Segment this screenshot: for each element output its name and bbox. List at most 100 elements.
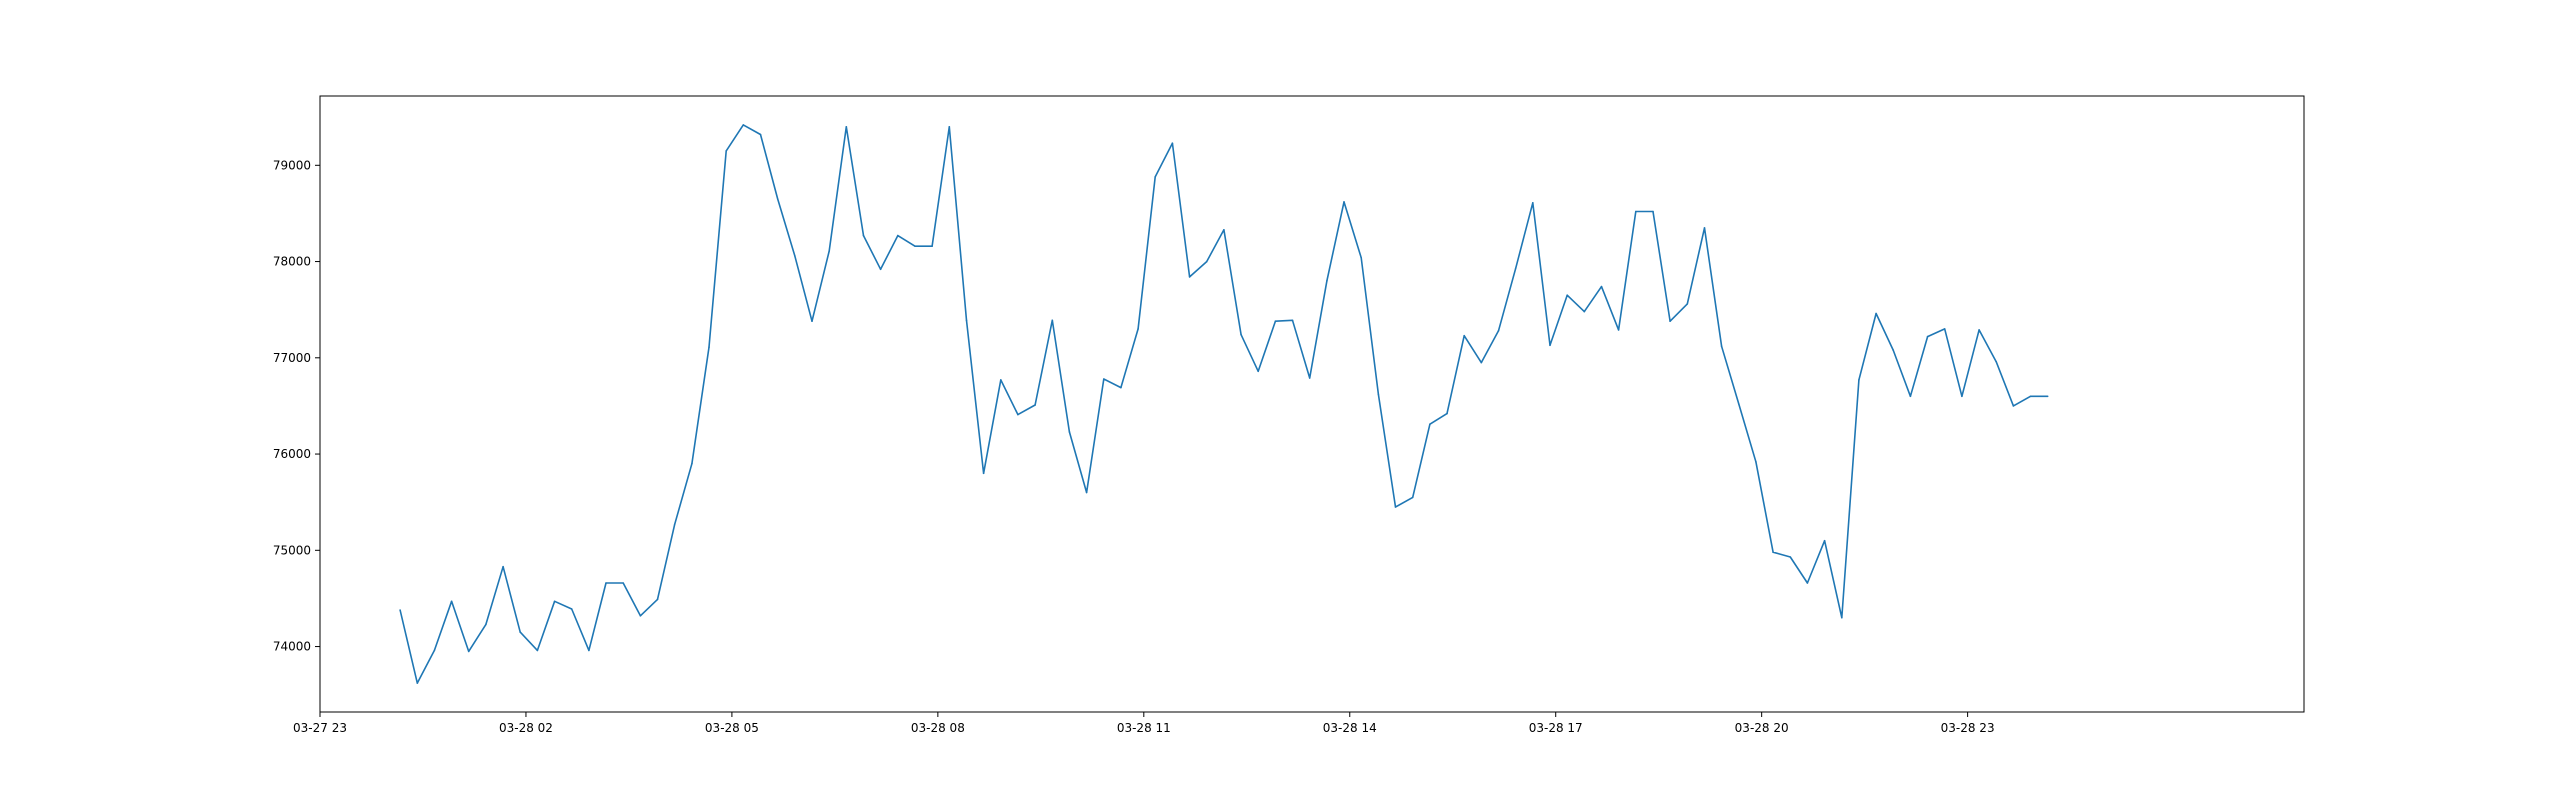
data-point [1394,506,1397,508]
data-point [1068,431,1071,433]
data-point [1188,276,1191,278]
data-point [1291,319,1294,322]
data-point [1532,202,1534,204]
data-point [536,649,539,652]
axes-frame [319,95,2305,713]
data-point [519,631,521,633]
data-point [639,615,642,617]
data-point [1892,349,1894,351]
data-point [879,268,882,271]
data-point [914,245,916,247]
data-point [416,682,419,684]
data-point [1120,386,1122,389]
x-tick-label: 03-28 05 [705,721,759,735]
data-point [845,126,848,128]
data-point [1978,329,1980,331]
data-point [1429,423,1431,426]
data-point [1943,328,1946,330]
data-point [1051,319,1054,322]
data-point [1514,267,1517,270]
data-point [1154,176,1156,178]
x-tick-label: 03-28 23 [1941,721,1995,735]
data-point [2029,395,2032,398]
data-point [1583,310,1586,313]
data-point [2046,395,2049,398]
data-point [1909,395,1912,398]
series-layer [399,124,2049,684]
data-point [1085,491,1088,494]
data-point [1600,285,1603,288]
data-point [1755,461,1757,463]
data-point [1823,539,1826,542]
data-point [622,582,624,584]
data-point [485,623,487,626]
data-point [759,133,762,136]
data-point [673,523,676,526]
data-point [1858,379,1860,381]
data-point [828,250,830,252]
data-point [1738,403,1740,405]
data-point [931,245,933,247]
data-point [1549,344,1551,347]
data-point [1377,393,1380,396]
data-point [433,649,436,652]
data-point [811,320,813,323]
data-point [1961,395,1963,398]
data-point [1000,379,1002,381]
data-point [570,608,573,610]
x-tick-label: 03-28 14 [1323,721,1377,735]
y-tick-label: 74000 [273,640,311,654]
data-point [1171,142,1174,144]
x-tick-label: 03-28 20 [1735,721,1789,735]
data-point [2012,405,2015,407]
data-point [605,582,607,584]
data-point [1274,320,1277,323]
x-tick-label: 03-28 02 [499,721,553,735]
data-point [1017,413,1019,416]
y-tick-label: 79000 [273,158,311,172]
x-tick-label: 03-27 23 [293,721,347,735]
data-point [1926,335,1929,338]
data-point [1480,361,1483,364]
data-point [1566,294,1568,297]
y-tick-label: 77000 [273,351,311,365]
data-point [1995,360,1997,363]
y-tick-label: 78000 [273,255,311,269]
data-point [965,319,968,322]
data-point [1635,210,1637,213]
data-point [656,598,659,601]
data-point [1789,556,1792,558]
data-point [1411,496,1414,499]
x-tick-label: 03-28 08 [911,721,965,735]
data-point [862,234,865,237]
data-point [1137,328,1139,330]
data-point [725,150,727,152]
data-point [450,600,453,603]
data-point [897,234,899,237]
data-point [1686,303,1689,305]
data-point [1875,312,1877,315]
data-point [1326,280,1328,282]
data-point [1360,256,1362,259]
data-point [1343,201,1345,203]
data-point [467,650,470,653]
data-point [1240,333,1242,336]
data-point [1652,210,1654,213]
data-point [1806,582,1809,584]
data-point [1223,229,1225,231]
x-tick-label: 03-28 17 [1529,721,1583,735]
data-point [553,600,556,603]
data-point [588,649,590,652]
data-point [1205,260,1208,263]
data-point [1308,377,1311,379]
data-point [708,346,710,349]
data-point [1103,378,1105,380]
data-point [948,126,951,128]
x-axis: 03-27 23 03-28 02 03-28 05 03-28 08 03-28 11… [293,712,1995,735]
y-axis: 74000 75000 76000 77000 78000 79000 [273,158,320,654]
data-point [982,472,985,475]
data-point [1720,345,1723,348]
data-point [691,462,693,465]
